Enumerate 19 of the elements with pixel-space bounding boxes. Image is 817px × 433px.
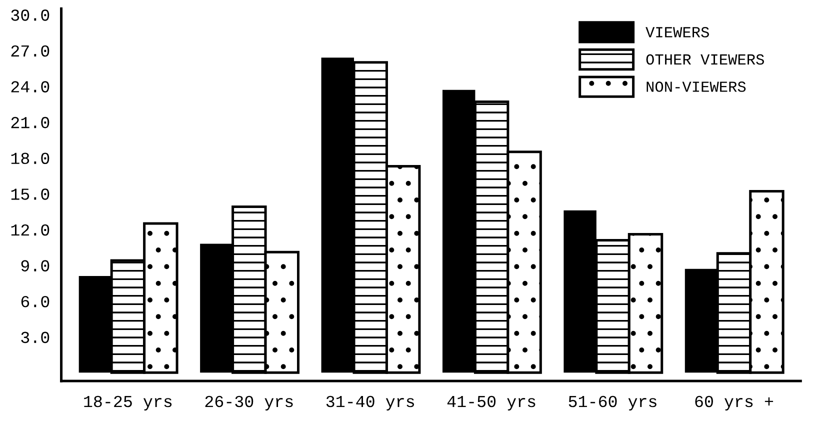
x-tick-label: 51-60 yrs — [568, 396, 656, 410]
y-tick-label: 27.0 — [11, 45, 50, 57]
legend-label: VIEWERS — [646, 27, 709, 38]
x-tick-label: 41-50 yrs — [447, 396, 536, 410]
y-tick-label: 15.0 — [11, 188, 50, 200]
legend-label: OTHER VIEWERS — [646, 54, 764, 65]
y-tick-label: 3.0 — [21, 332, 50, 344]
x-tick-label: 31-40 yrs — [326, 396, 414, 410]
y-tick-label: 12.0 — [11, 224, 50, 236]
x-tick-label: 60 yrs + — [695, 396, 774, 410]
y-tick-label: 18.0 — [11, 152, 50, 164]
legend-label: NON-VIEWERS — [646, 82, 746, 92]
y-tick-label: 6.0 — [21, 296, 50, 308]
x-tick-label: 18-25 yrs — [84, 396, 172, 410]
y-tick-label: 30.0 — [11, 10, 50, 21]
x-tick-label: 26-30 yrs — [205, 396, 293, 410]
y-tick-label: 21.0 — [11, 116, 50, 128]
y-tick-label: 24.0 — [11, 81, 50, 92]
y-tick-label: 9.0 — [21, 260, 50, 272]
